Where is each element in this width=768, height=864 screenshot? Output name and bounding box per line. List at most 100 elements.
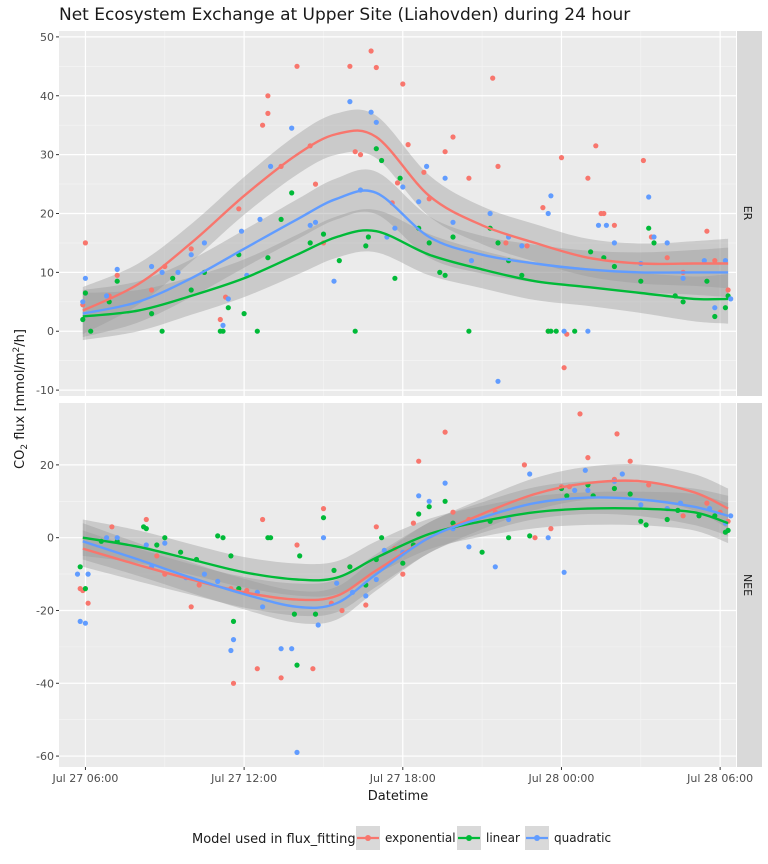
chart-title: Net Ecosystem Exchange at Upper Site (Li… bbox=[59, 5, 630, 25]
point-exponential-er bbox=[421, 169, 427, 175]
point-quadratic-er bbox=[104, 293, 110, 299]
point-quadratic-nee bbox=[561, 569, 567, 575]
point-quadratic-nee bbox=[426, 498, 432, 504]
legend-label-linear: linear bbox=[486, 831, 520, 845]
point-linear-nee bbox=[297, 553, 303, 559]
point-exponential-er bbox=[490, 75, 496, 81]
point-linear-nee bbox=[291, 611, 297, 617]
confidence-band-exponential-er bbox=[82, 109, 729, 335]
legend-dot-quadratic bbox=[534, 835, 540, 841]
point-linear-er bbox=[466, 328, 472, 334]
trend-line-quadratic-er bbox=[82, 189, 729, 315]
trend-line-linear-nee bbox=[82, 506, 729, 582]
point-exponential-nee bbox=[373, 524, 379, 530]
point-quadratic-nee bbox=[85, 571, 91, 577]
point-quadratic-er bbox=[545, 210, 551, 217]
point-quadratic-nee bbox=[582, 467, 588, 473]
point-quadratic-nee bbox=[143, 542, 149, 548]
point-linear-er bbox=[307, 240, 313, 246]
point-exponential-er bbox=[236, 206, 242, 212]
point-quadratic-er bbox=[416, 199, 422, 205]
point-exponential-er bbox=[265, 93, 271, 99]
point-linear-nee bbox=[82, 586, 88, 592]
point-quadratic-nee bbox=[230, 637, 237, 643]
point-quadratic-er bbox=[400, 184, 406, 190]
point-quadratic-er bbox=[442, 175, 448, 181]
point-quadratic-er bbox=[450, 219, 456, 225]
point-linear-er bbox=[188, 287, 194, 293]
point-quadratic-nee bbox=[638, 502, 644, 508]
strip-nee bbox=[737, 403, 762, 767]
point-quadratic-er bbox=[728, 296, 734, 302]
point-linear-nee bbox=[611, 485, 618, 492]
trend-line-exponential-er bbox=[82, 129, 729, 312]
point-exponential-er bbox=[188, 246, 194, 252]
point-exponential-nee bbox=[532, 535, 538, 541]
y-tick-label-nee: -40 bbox=[36, 677, 54, 690]
point-exponential-nee bbox=[400, 571, 406, 577]
point-exponential-er bbox=[114, 272, 120, 278]
point-exponential-nee bbox=[410, 520, 416, 526]
point-linear-er bbox=[379, 157, 385, 164]
point-quadratic-nee bbox=[416, 493, 422, 499]
point-exponential-nee bbox=[254, 666, 260, 672]
point-quadratic-er bbox=[519, 243, 525, 249]
x-tick-label: Jul 28 06:00 bbox=[686, 772, 753, 785]
point-linear-nee bbox=[638, 518, 644, 524]
x-tick-label: Jul 27 12:00 bbox=[210, 772, 277, 785]
point-linear-nee bbox=[220, 535, 226, 541]
x-tick-label: Jul 28 00:00 bbox=[527, 772, 594, 785]
point-exponential-nee bbox=[339, 607, 345, 614]
point-linear-nee bbox=[178, 549, 184, 555]
trend-line-linear-er bbox=[82, 229, 729, 318]
point-linear-nee bbox=[347, 564, 353, 570]
point-linear-er bbox=[114, 278, 120, 284]
point-exponential-nee bbox=[278, 675, 284, 681]
point-quadratic-nee bbox=[201, 571, 207, 577]
point-quadratic-er bbox=[468, 258, 475, 264]
point-quadratic-er bbox=[392, 225, 398, 231]
point-quadratic-nee bbox=[294, 749, 300, 756]
point-exponential-nee bbox=[109, 524, 115, 530]
y-tick-label-nee: -60 bbox=[36, 750, 54, 763]
point-linear-er bbox=[80, 316, 86, 323]
point-quadratic-er bbox=[611, 240, 618, 246]
point-linear-nee bbox=[442, 498, 448, 504]
point-quadratic-nee bbox=[492, 564, 498, 570]
point-exponential-er bbox=[495, 163, 501, 169]
point-linear-er bbox=[553, 328, 559, 334]
point-linear-er bbox=[363, 243, 369, 249]
data-points bbox=[74, 48, 734, 756]
point-quadratic-er bbox=[561, 328, 567, 334]
point-quadratic-er bbox=[701, 258, 707, 264]
point-linear-er bbox=[241, 311, 247, 317]
point-quadratic-er bbox=[114, 266, 120, 272]
axis-ticks: -10 0 10 20 30 40 50 -60 -40 -20 0 20 Jul 27 06:00 Ju… bbox=[36, 31, 753, 785]
point-exponential-er bbox=[357, 152, 364, 158]
point-exponential-er bbox=[347, 63, 353, 69]
point-exponential-nee bbox=[188, 604, 194, 610]
point-linear-er bbox=[572, 328, 578, 334]
point-linear-er bbox=[611, 263, 618, 270]
y-tick-label-er: -10 bbox=[36, 384, 54, 397]
point-quadratic-nee bbox=[315, 622, 321, 628]
point-quadratic-nee bbox=[363, 593, 369, 599]
point-linear-nee bbox=[154, 542, 160, 548]
point-quadratic-er bbox=[82, 275, 88, 281]
y-tick-label-er: 40 bbox=[40, 90, 54, 103]
point-exponential-nee bbox=[143, 516, 149, 523]
point-linear-er bbox=[722, 305, 729, 311]
point-quadratic-er bbox=[424, 163, 430, 169]
point-linear-nee bbox=[506, 535, 512, 541]
point-exponential-er bbox=[442, 149, 448, 155]
point-exponential-nee bbox=[196, 582, 202, 588]
point-exponential-nee bbox=[442, 429, 448, 435]
point-quadratic-er bbox=[664, 240, 670, 246]
point-linear-er bbox=[254, 328, 260, 334]
y-tick-label-er: 20 bbox=[40, 208, 54, 221]
point-linear-nee bbox=[479, 549, 485, 555]
point-exponential-er bbox=[368, 48, 374, 54]
point-exponential-er bbox=[400, 81, 406, 87]
point-exponential-nee bbox=[704, 500, 710, 506]
point-linear-er bbox=[588, 249, 594, 255]
